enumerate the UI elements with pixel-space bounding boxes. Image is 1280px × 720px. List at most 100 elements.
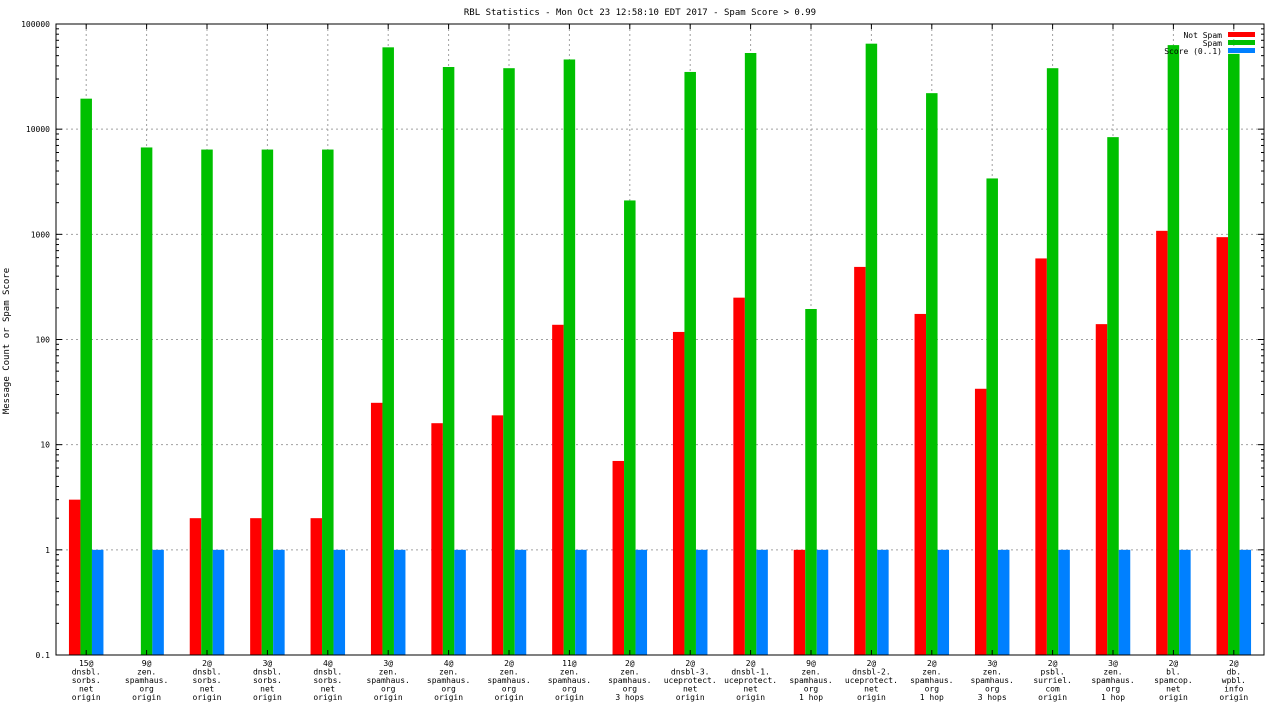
x-tick-label-line: org [985,685,1000,694]
x-tick-label-line: zen. [983,668,1002,677]
x-tick-label-line: zen. [499,668,518,677]
x-tick-label-line: zen. [560,668,579,677]
bar-not-spam [914,313,927,655]
x-tick-label-line: wpbl. [1222,676,1246,685]
bar-spam [80,98,92,656]
bar-not-spam [552,324,564,655]
x-tick-label-line: db. [1227,668,1241,677]
x-tick-label-line: 3 hops [978,693,1007,702]
x-tick-label-line: dnsbl-2. [852,668,891,677]
x-tick-label: 2@ db. wpbl. info origin [1219,659,1248,702]
x-tick-label-line: uceprotect. [845,676,898,685]
x-tick-label-line: zen. [137,668,156,677]
x-tick-label-line: sorbs. [193,676,222,685]
x-tick-label-line: origin [434,693,463,702]
x-tick-label-line: net [260,685,275,694]
bar-score-0-1 [635,549,648,655]
bar-spam [986,178,998,656]
x-tick-label-line: dnsbl. [253,668,282,677]
x-tick-label-line: 3@ [263,659,273,668]
x-tick-label-line: org [139,685,154,694]
y-tick-label: 100 [36,336,51,345]
x-tick-label-line: org [562,685,577,694]
bar-score-0-1 [454,549,466,655]
x-tick-label-line: 4@ [444,659,454,668]
bar-not-spam [491,415,504,655]
x-tick-label-line: spamhaus. [427,676,470,685]
x-tick-label: 2@ psbl. surriel. com origin [1033,659,1072,702]
x-tick-label-line: spamhaus. [910,676,953,685]
legend-label: Not Spam [1183,31,1222,40]
bar-score-0-1 [273,549,285,655]
x-tick-label-line: 11@ [562,659,577,668]
x-tick-label-line: net [864,685,879,694]
x-tick-label-line: origin [193,693,222,702]
legend-swatch [1228,40,1255,45]
x-tick-label: 3@ zen. spamhaus. org 1 hop [1091,659,1134,702]
x-tick-label-line: psbl. [1041,668,1065,677]
bar-score-0-1 [1118,549,1131,655]
bar-not-spam [612,460,625,655]
x-tick-label-line: 2@ [746,659,756,668]
y-tick-label: 10000 [26,125,50,134]
bar-score-0-1 [152,549,164,655]
x-tick-label-line: origin [736,693,765,702]
bar-score-0-1 [816,549,829,655]
bar-spam [865,43,878,655]
bar-not-spam [370,402,383,655]
x-tick-label: 9@ zen. spamhaus. org 1 hop [789,659,832,702]
x-tick-label: 2@ zen. spamhaus. org 1 hop [910,659,953,702]
bar-spam [1167,45,1180,656]
bar-spam [382,47,394,655]
x-tick-label-line: net [79,685,94,694]
x-tick-label-line: zen. [1103,668,1122,677]
x-tick-label-line: uceprotect. [664,676,717,685]
x-tick-label: 3@ zen. spamhaus. org origin [367,659,410,702]
x-tick-label-line: 2@ [1048,659,1058,668]
x-tick-label: 2@ dnsbl-2. uceprotect. net origin [845,659,898,702]
x-tick-label-line: origin [555,693,584,702]
x-tick-label-line: net [743,685,758,694]
bar-spam [1228,53,1240,655]
x-tick-label-line: sorbs. [72,676,101,685]
legend-label: Score (0..1) [1164,47,1222,56]
bar-spam [1046,68,1059,656]
x-tick-label: 2@ dnsbl-1. uceprotect. net origin [724,659,777,702]
x-tick-label-line: org [1106,685,1121,694]
x-tick-label: 9@ zen. spamhaus. org origin [125,659,168,702]
bar-spam [744,52,757,655]
bar-spam [1107,137,1119,656]
bar-score-0-1 [695,549,708,655]
x-tick-label-line: 2@ [202,659,212,668]
x-tick-label-line: sorbs. [253,676,282,685]
bar-spam [261,149,274,655]
x-tick-label: 3@ dnsbl. sorbs. net origin [253,659,282,702]
x-tick-label-line: dnsbl. [313,668,342,677]
bar-score-0-1 [575,549,587,655]
bar-score-0-1 [514,549,527,655]
x-tick-label-line: 3@ [1108,659,1118,668]
x-tick-label-line: origin [857,693,886,702]
bar-spam [201,149,213,655]
x-tick-label: 3@ zen. spamhaus. org 3 hops [971,659,1014,702]
x-tick-label-line: dnsbl. [193,668,222,677]
x-tick-label-line: uceprotect. [724,676,777,685]
x-tick-label-line: surriel. [1033,676,1072,685]
x-tick-label-line: org [925,685,940,694]
x-tick-label-line: 1 hop [799,693,823,702]
x-tick-label-line: net [200,685,215,694]
bar-not-spam [733,297,745,655]
x-tick-label-line: 3 hops [615,693,644,702]
x-tick-label: 2@ bl. spamcop. net origin [1154,659,1193,702]
x-tick-label-line: origin [1159,693,1188,702]
x-tick-label-line: origin [72,693,101,702]
bar-score-0-1 [333,549,346,655]
x-tick-label-line: zen. [922,668,941,677]
x-tick-label-line: 9@ [806,659,816,668]
x-tick-label-line: 2@ [1229,659,1239,668]
x-tick-label-line: info [1224,685,1243,694]
x-tick-label-line: net [683,685,698,694]
x-tick-label-line: org [441,685,456,694]
x-tick-label-line: origin [676,693,705,702]
